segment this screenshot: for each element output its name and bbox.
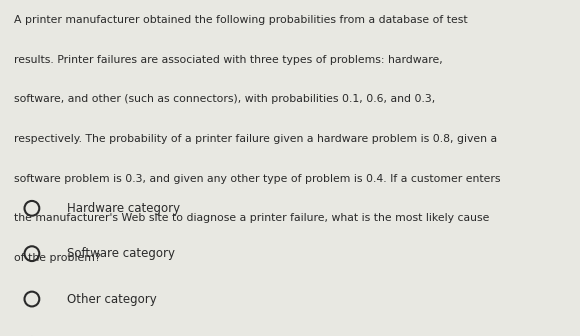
Text: respectively. The probability of a printer failure given a hardware problem is 0: respectively. The probability of a print…	[14, 134, 498, 144]
Text: Software category: Software category	[67, 247, 175, 260]
Text: the manufacturer's Web site to diagnose a printer failure, what is the most like: the manufacturer's Web site to diagnose …	[14, 213, 490, 223]
Text: Hardware category: Hardware category	[67, 202, 180, 215]
Text: results. Printer failures are associated with three types of problems: hardware,: results. Printer failures are associated…	[14, 55, 443, 65]
Text: software, and other (such as connectors), with probabilities 0.1, 0.6, and 0.3,: software, and other (such as connectors)…	[14, 94, 436, 104]
Text: A printer manufacturer obtained the following probabilities from a database of t: A printer manufacturer obtained the foll…	[14, 15, 468, 25]
Text: Other category: Other category	[67, 293, 157, 305]
Text: of the problem?: of the problem?	[14, 253, 101, 263]
Text: software problem is 0.3, and given any other type of problem is 0.4. If a custom: software problem is 0.3, and given any o…	[14, 174, 501, 184]
